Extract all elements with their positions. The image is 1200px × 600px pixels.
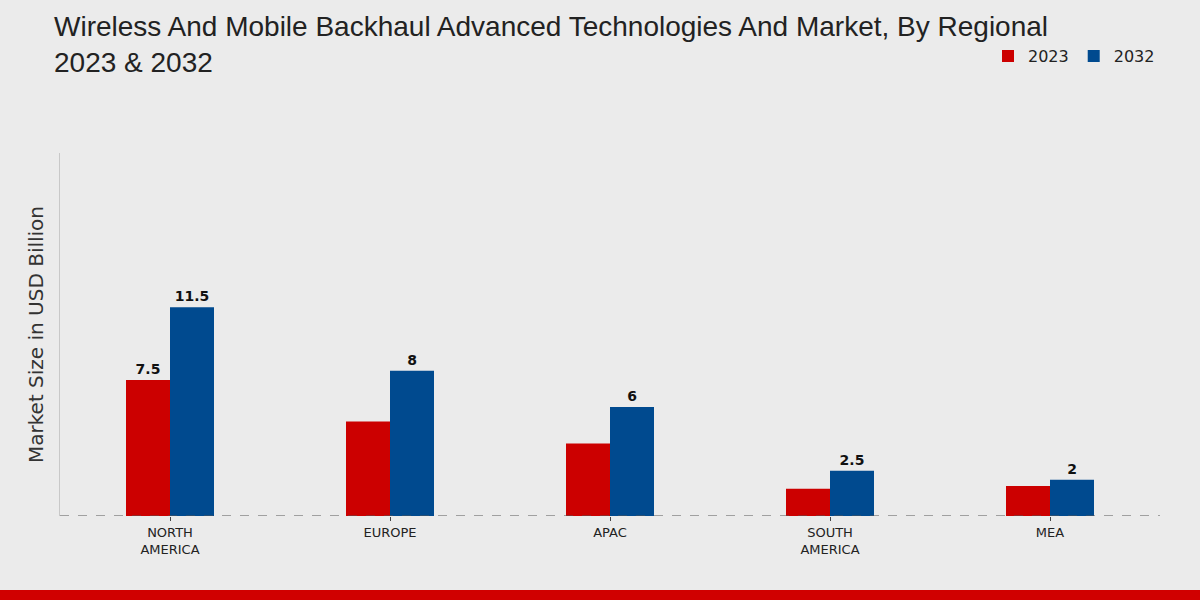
svg-text:Market Size in USD Billion: Market Size in USD Billion bbox=[24, 206, 48, 463]
svg-text:6: 6 bbox=[627, 388, 637, 404]
svg-text:Wireless And Mobile Backhaul A: Wireless And Mobile Backhaul Advanced Te… bbox=[54, 11, 1048, 78]
svg-text:2: 2 bbox=[1067, 461, 1077, 477]
svg-text:NORTHAMERICA: NORTHAMERICA bbox=[140, 525, 199, 557]
svg-text:8: 8 bbox=[407, 352, 417, 368]
svg-text:EUROPE: EUROPE bbox=[363, 525, 416, 540]
svg-text:APAC: APAC bbox=[593, 525, 627, 540]
svg-text:7.5: 7.5 bbox=[136, 361, 161, 377]
svg-text:2.5: 2.5 bbox=[840, 452, 865, 468]
svg-text:MEA: MEA bbox=[1036, 525, 1064, 540]
svg-text:11.5: 11.5 bbox=[175, 288, 210, 304]
svg-text:2032: 2032 bbox=[1114, 47, 1155, 66]
svg-text:SOUTHAMERICA: SOUTHAMERICA bbox=[800, 525, 859, 557]
svg-text:2023: 2023 bbox=[1028, 47, 1069, 66]
